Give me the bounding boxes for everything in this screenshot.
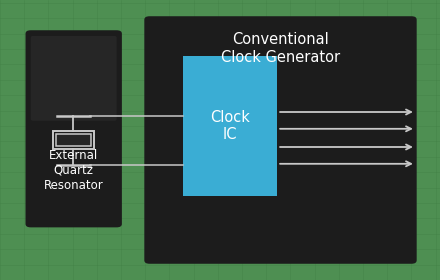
Bar [53, 131, 95, 149]
FancyBboxPatch shape [31, 36, 117, 121]
Text: Clock
IC: Clock IC [210, 110, 250, 142]
Bar [56, 134, 91, 146]
FancyBboxPatch shape [144, 16, 417, 264]
FancyBboxPatch shape [183, 56, 277, 196]
Text: Conventional
Clock Generator: Conventional Clock Generator [221, 32, 340, 65]
FancyBboxPatch shape [26, 30, 122, 227]
Text: External
Quartz
Resonator: External Quartz Resonator [44, 149, 103, 192]
